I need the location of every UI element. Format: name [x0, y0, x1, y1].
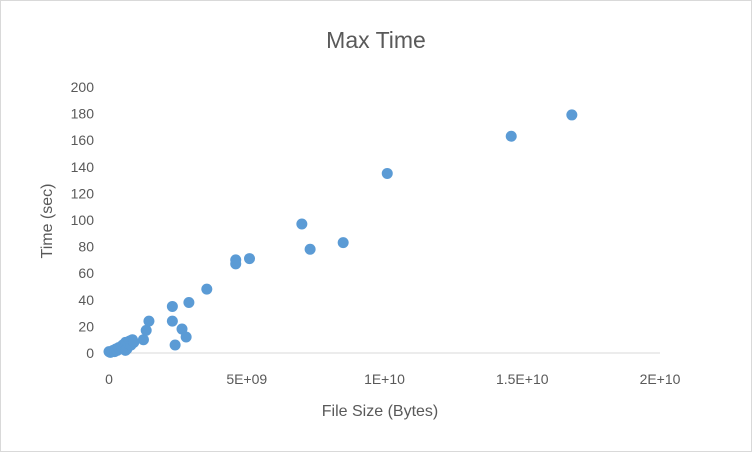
data-point [166, 300, 178, 312]
y-axis-title: Time (sec) [39, 184, 56, 259]
data-points [103, 109, 578, 358]
data-point [337, 237, 349, 249]
y-tick-label: 60 [78, 265, 94, 281]
chart-title: Max Time [326, 27, 426, 53]
y-tick-label: 80 [78, 239, 94, 255]
data-point [244, 253, 256, 265]
y-tick-label: 200 [71, 79, 95, 95]
y-tick-label: 40 [78, 292, 94, 308]
x-tick-label: 2E+10 [640, 371, 681, 387]
data-point [505, 130, 517, 142]
data-point [296, 218, 308, 230]
data-point [140, 324, 152, 336]
y-tick-label: 120 [71, 185, 95, 201]
data-point [230, 258, 242, 270]
y-tick-label: 100 [71, 212, 95, 228]
data-point [128, 336, 140, 348]
data-point [180, 331, 192, 343]
x-tick-label: 0 [105, 371, 113, 387]
data-point [201, 283, 213, 295]
data-point [166, 315, 178, 327]
data-point [566, 109, 578, 121]
x-axis-ticks: 0 5E+09 1E+10 1.5E+10 2E+10 [105, 371, 681, 387]
data-point [169, 339, 181, 351]
y-tick-label: 0 [86, 345, 94, 361]
x-tick-label: 1.5E+10 [496, 371, 549, 387]
data-point [304, 243, 316, 255]
data-point [183, 296, 195, 308]
data-point [381, 167, 393, 179]
y-tick-label: 160 [71, 132, 95, 148]
y-tick-label: 180 [71, 106, 95, 122]
x-tick-label: 1E+10 [364, 371, 405, 387]
y-tick-label: 20 [78, 318, 94, 334]
data-point [137, 334, 149, 346]
data-point [143, 315, 155, 327]
y-axis-ticks: 0 20 40 60 80 100 120 140 160 180 200 [71, 79, 95, 361]
x-tick-label: 5E+09 [226, 371, 267, 387]
y-tick-label: 140 [71, 159, 95, 175]
x-axis-title: File Size (Bytes) [322, 403, 438, 420]
